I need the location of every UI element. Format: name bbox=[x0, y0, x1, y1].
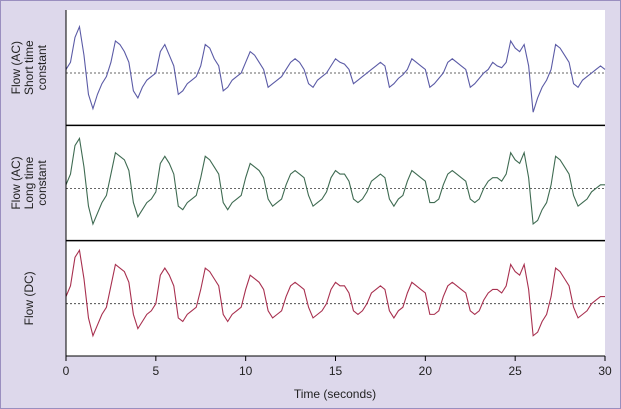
x-axis-label: Time (seconds) bbox=[294, 387, 376, 401]
flow-line bbox=[65, 24, 606, 113]
panel-label: Flow (AC) bbox=[9, 41, 23, 94]
panel-label: Long time bbox=[22, 156, 36, 209]
panel-label: Flow (AC) bbox=[9, 156, 23, 209]
flow-line bbox=[65, 136, 605, 226]
panel-label: Flow (DC) bbox=[22, 271, 36, 325]
panel-label: constant bbox=[35, 160, 49, 206]
x-tick-label: 20 bbox=[419, 364, 433, 378]
x-tick-label: 15 bbox=[329, 364, 343, 378]
panel-label: Short time bbox=[22, 40, 36, 95]
x-tick-label: 25 bbox=[508, 364, 522, 378]
x-tick-label: 30 bbox=[598, 364, 612, 378]
x-tick-label: 0 bbox=[63, 364, 70, 378]
plot-area bbox=[66, 10, 605, 356]
x-tick-label: 10 bbox=[239, 364, 253, 378]
panel-label: constant bbox=[35, 44, 49, 90]
flow-line bbox=[65, 248, 605, 338]
x-tick-label: 5 bbox=[152, 364, 159, 378]
